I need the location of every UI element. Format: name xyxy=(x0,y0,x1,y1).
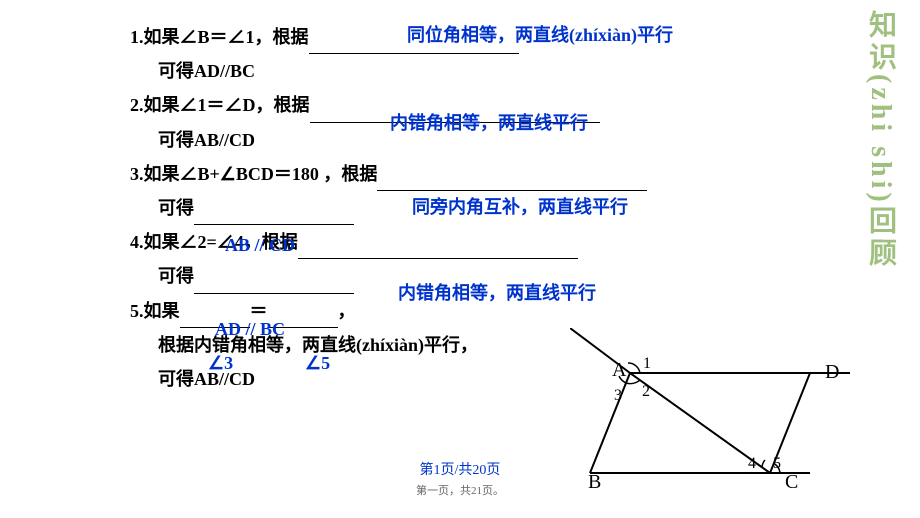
line-3a: 3.如果∠B+∠BCD＝180 ，根据 同旁内角互补，两直线平行 xyxy=(130,157,920,191)
blank-4 xyxy=(298,240,578,260)
q5-text: 5.如果 xyxy=(130,301,180,321)
angle-3: 3 xyxy=(614,387,622,404)
line-AB xyxy=(590,373,630,473)
label-D: D xyxy=(825,361,839,383)
q2-text: 2.如果∠1＝∠D，根据 xyxy=(130,95,310,115)
label-B: B xyxy=(588,471,601,488)
arc-1 xyxy=(628,363,640,373)
q1-text: 1.如果∠B＝∠1，根据 xyxy=(130,27,309,47)
answer-3b: AB // CD xyxy=(225,228,295,262)
answer-5a: ∠3 xyxy=(208,346,233,380)
answer-3: 同旁内角互补，两直线平行 xyxy=(412,190,628,224)
angle-5: 5 xyxy=(773,455,781,472)
label-C: C xyxy=(785,471,798,488)
arc-4 xyxy=(762,460,765,467)
q3b-text: 可得 xyxy=(158,198,194,218)
q4b-text: 可得 xyxy=(158,266,194,286)
answer-1: 同位角相等，两直线(zhíxiàn)平行 xyxy=(380,24,700,47)
answer-4: 内错角相等，两直线平行 xyxy=(398,276,596,310)
blank-3 xyxy=(377,171,647,191)
page-main-info: 第1页/共20页 xyxy=(416,459,504,479)
q5-comma: ， xyxy=(338,301,356,321)
blank-4b xyxy=(194,274,354,294)
line-2a: 2.如果∠1＝∠D，根据 内错角相等，两直线平行 xyxy=(130,88,920,122)
q3-text: 3.如果∠B+∠BCD＝180 ，根据 xyxy=(130,164,377,184)
line-1a: 1.如果∠B＝∠1，根据 同位角相等，两直线(zhíxiàn)平行 xyxy=(130,20,920,54)
blank-3b xyxy=(194,205,354,225)
page-sub-info: 第一页，共21页。 xyxy=(416,482,504,498)
answer-2: 内错角相等，两直线平行 xyxy=(390,106,588,140)
angle-1: 1 xyxy=(643,355,651,372)
label-A: A xyxy=(612,359,627,381)
line-1b: 可得AD//BC xyxy=(130,54,920,88)
arc-2 xyxy=(626,380,640,384)
answer-5b: ∠5 xyxy=(305,346,330,380)
angle-2: 2 xyxy=(642,383,650,400)
answer-4b: AD // BC xyxy=(215,312,285,346)
page-footer: 第1页/共20页 第一页，共21页。 xyxy=(416,459,504,498)
parallelogram-diagram: A B C D 1 2 3 4 5 xyxy=(570,328,870,488)
angle-4: 4 xyxy=(748,455,756,472)
